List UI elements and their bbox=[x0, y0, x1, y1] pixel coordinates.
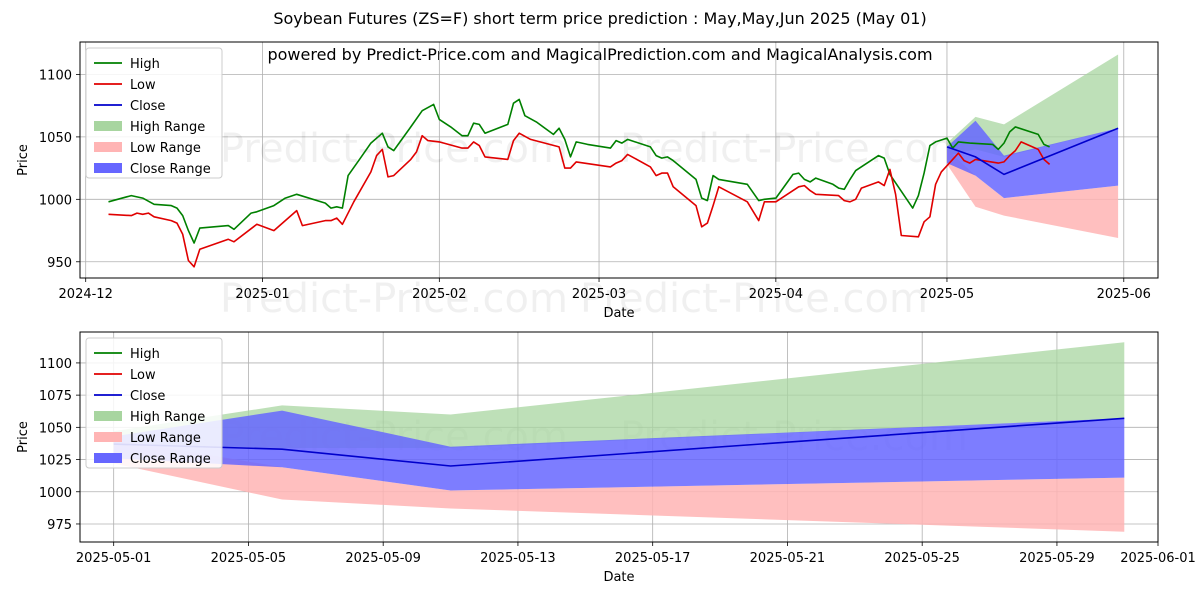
watermark: Predict-Price.com bbox=[620, 126, 968, 172]
x-axis-label: Date bbox=[603, 570, 634, 585]
legend-swatch bbox=[94, 121, 122, 131]
high-range-band bbox=[113, 342, 1125, 448]
x-tick-label: 2025-05-29 bbox=[1019, 551, 1095, 566]
legend-swatch bbox=[94, 453, 122, 463]
legend-label: Close bbox=[130, 389, 165, 404]
x-tick-label: 2025-05 bbox=[920, 287, 974, 302]
legend-label: High bbox=[130, 347, 160, 362]
legend: High Low Close High Range Low Range Close Ran… bbox=[85, 47, 223, 179]
low-range-band bbox=[113, 438, 1125, 532]
series-line-low bbox=[108, 132, 1051, 268]
series-line-close bbox=[946, 127, 1119, 176]
x-tick-label: 2025-03 bbox=[572, 287, 626, 302]
y-tick-label: 1050 bbox=[39, 131, 72, 146]
legend-swatch bbox=[94, 142, 122, 152]
chart-subtitle: powered by Predict-Price.com and Magical… bbox=[267, 45, 933, 64]
legend-label: Close Range bbox=[130, 162, 211, 177]
y-axis-label: Price bbox=[16, 421, 31, 453]
low-range-band bbox=[947, 149, 1119, 238]
x-tick-label: 2025-06 bbox=[1097, 287, 1151, 302]
close-range-band bbox=[947, 120, 1119, 199]
legend: High Low Close High Range Low Range Close Ran… bbox=[85, 337, 223, 469]
legend-label: High bbox=[130, 57, 160, 72]
y-tick-label: 1100 bbox=[39, 357, 72, 372]
x-tick-label: 2025-06-01 bbox=[1120, 551, 1196, 566]
legend-label: High Range bbox=[130, 120, 205, 135]
x-tick-label: 2025-04 bbox=[749, 287, 803, 302]
legend-swatch bbox=[94, 411, 122, 421]
y-tick-label: 950 bbox=[47, 256, 72, 271]
x-tick-label: 2025-05-05 bbox=[211, 551, 287, 566]
x-tick-label: 2025-05-17 bbox=[615, 551, 691, 566]
x-tick-label: 2025-05-09 bbox=[345, 551, 421, 566]
legend-label: Low bbox=[130, 78, 156, 93]
y-tick-label: 1050 bbox=[39, 421, 72, 436]
legend-label: Close bbox=[130, 99, 165, 114]
x-tick-label: 2025-05-25 bbox=[884, 551, 960, 566]
plot-frame bbox=[79, 331, 1159, 543]
x-tick-label: 2025-01 bbox=[235, 287, 289, 302]
legend-label: Close Range bbox=[130, 452, 211, 467]
y-tick-label: 1000 bbox=[39, 486, 72, 501]
y-axis-label: Price bbox=[16, 144, 31, 176]
x-axis-label: Date bbox=[603, 306, 634, 321]
x-tick-label: 2025-05-21 bbox=[750, 551, 826, 566]
y-tick-label: 975 bbox=[47, 518, 72, 533]
watermark: Predict-Price.com bbox=[220, 276, 568, 322]
x-tick-label: 2025-05-01 bbox=[76, 551, 152, 566]
x-tick-label: 2024-12 bbox=[59, 287, 113, 302]
plot-frame bbox=[79, 41, 1159, 279]
legend-swatch bbox=[94, 163, 122, 173]
chart-panel-1: Predict-Price.com Predict-Price.com Predic… bbox=[16, 41, 1159, 322]
x-tick-label: 2025-05-13 bbox=[480, 551, 556, 566]
high-range-band bbox=[947, 54, 1119, 157]
legend-label: Low Range bbox=[130, 431, 201, 446]
series-line-high bbox=[108, 98, 1050, 244]
legend-label: Low Range bbox=[130, 141, 201, 156]
legend-label: Low bbox=[130, 368, 156, 383]
x-tick-label: 2025-02 bbox=[412, 287, 466, 302]
legend-swatch bbox=[94, 432, 122, 442]
y-tick-label: 1000 bbox=[39, 193, 72, 208]
chart-title: Soybean Futures (ZS=F) short term price … bbox=[273, 9, 927, 28]
y-tick-label: 1075 bbox=[39, 389, 72, 404]
legend-label: High Range bbox=[130, 410, 205, 425]
y-tick-label: 1100 bbox=[39, 68, 72, 83]
close-range-band bbox=[113, 410, 1125, 491]
watermark: Predict-Price.com bbox=[580, 276, 928, 322]
y-tick-label: 1025 bbox=[39, 454, 72, 469]
chart-panel-2: Predict-Price.comPredict-Price.com2025-0… bbox=[16, 331, 1196, 585]
